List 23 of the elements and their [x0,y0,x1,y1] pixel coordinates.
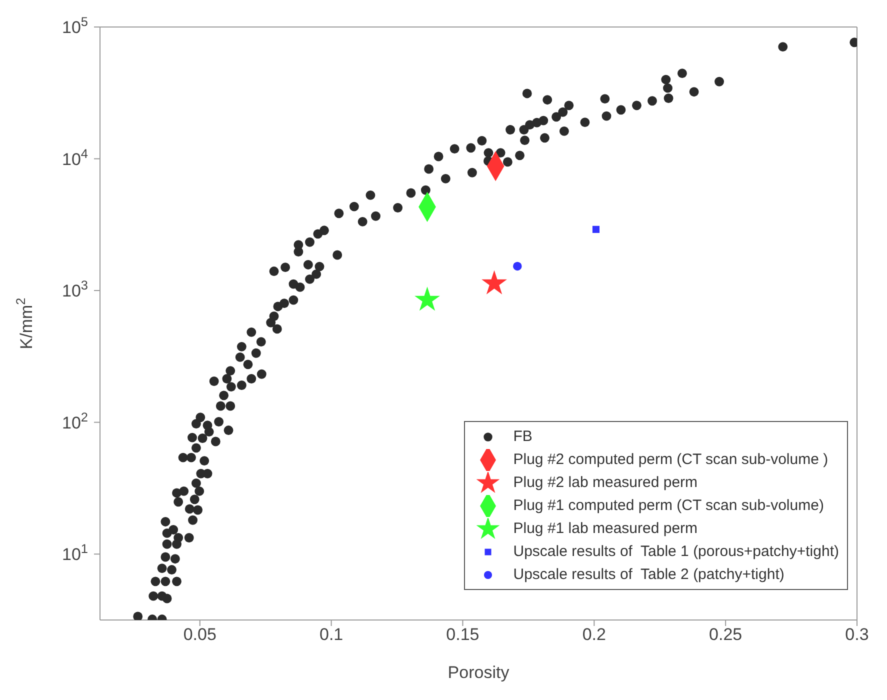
x-tick-label: 0.25 [709,625,742,644]
legend-label: FB [513,428,532,445]
point [592,226,600,233]
legend-label: Plug #2 computed perm (CT scan sub-volume ) [513,451,828,468]
y-tick-label: 10$^{1}$ [62,540,88,564]
y-tick-label: 10$^{4}$ [62,145,88,169]
x-axis-title: Porosity [448,663,510,682]
legend-label: Plug #2 lab measured perm [513,474,698,491]
legend-label: Upscale results of Table 1 (porous+patchy+tight) [513,543,839,560]
point [513,262,522,271]
legend-label: Upscale results of Table 2 (patchy+tight) [513,566,784,583]
point [414,286,440,311]
y-tick-label: 10$^{5}$ [62,14,88,37]
x-tick-label: 0.1 [319,625,344,644]
legend-label: Plug #1 lab measured perm [513,520,698,537]
x-tick-label: 0.05 [183,625,216,644]
point [482,270,507,294]
y-tick-label: 10$^{3}$ [62,277,88,301]
x-tick-label: 0.15 [446,625,480,644]
x-tick-label: 0.3 [845,625,869,644]
y-tick-label: 10$^{2}$ [62,408,88,432]
x-tick-label: 0.2 [582,625,606,644]
legend-label: Plug #1 computed perm (CT scan sub-volume) [513,497,824,514]
